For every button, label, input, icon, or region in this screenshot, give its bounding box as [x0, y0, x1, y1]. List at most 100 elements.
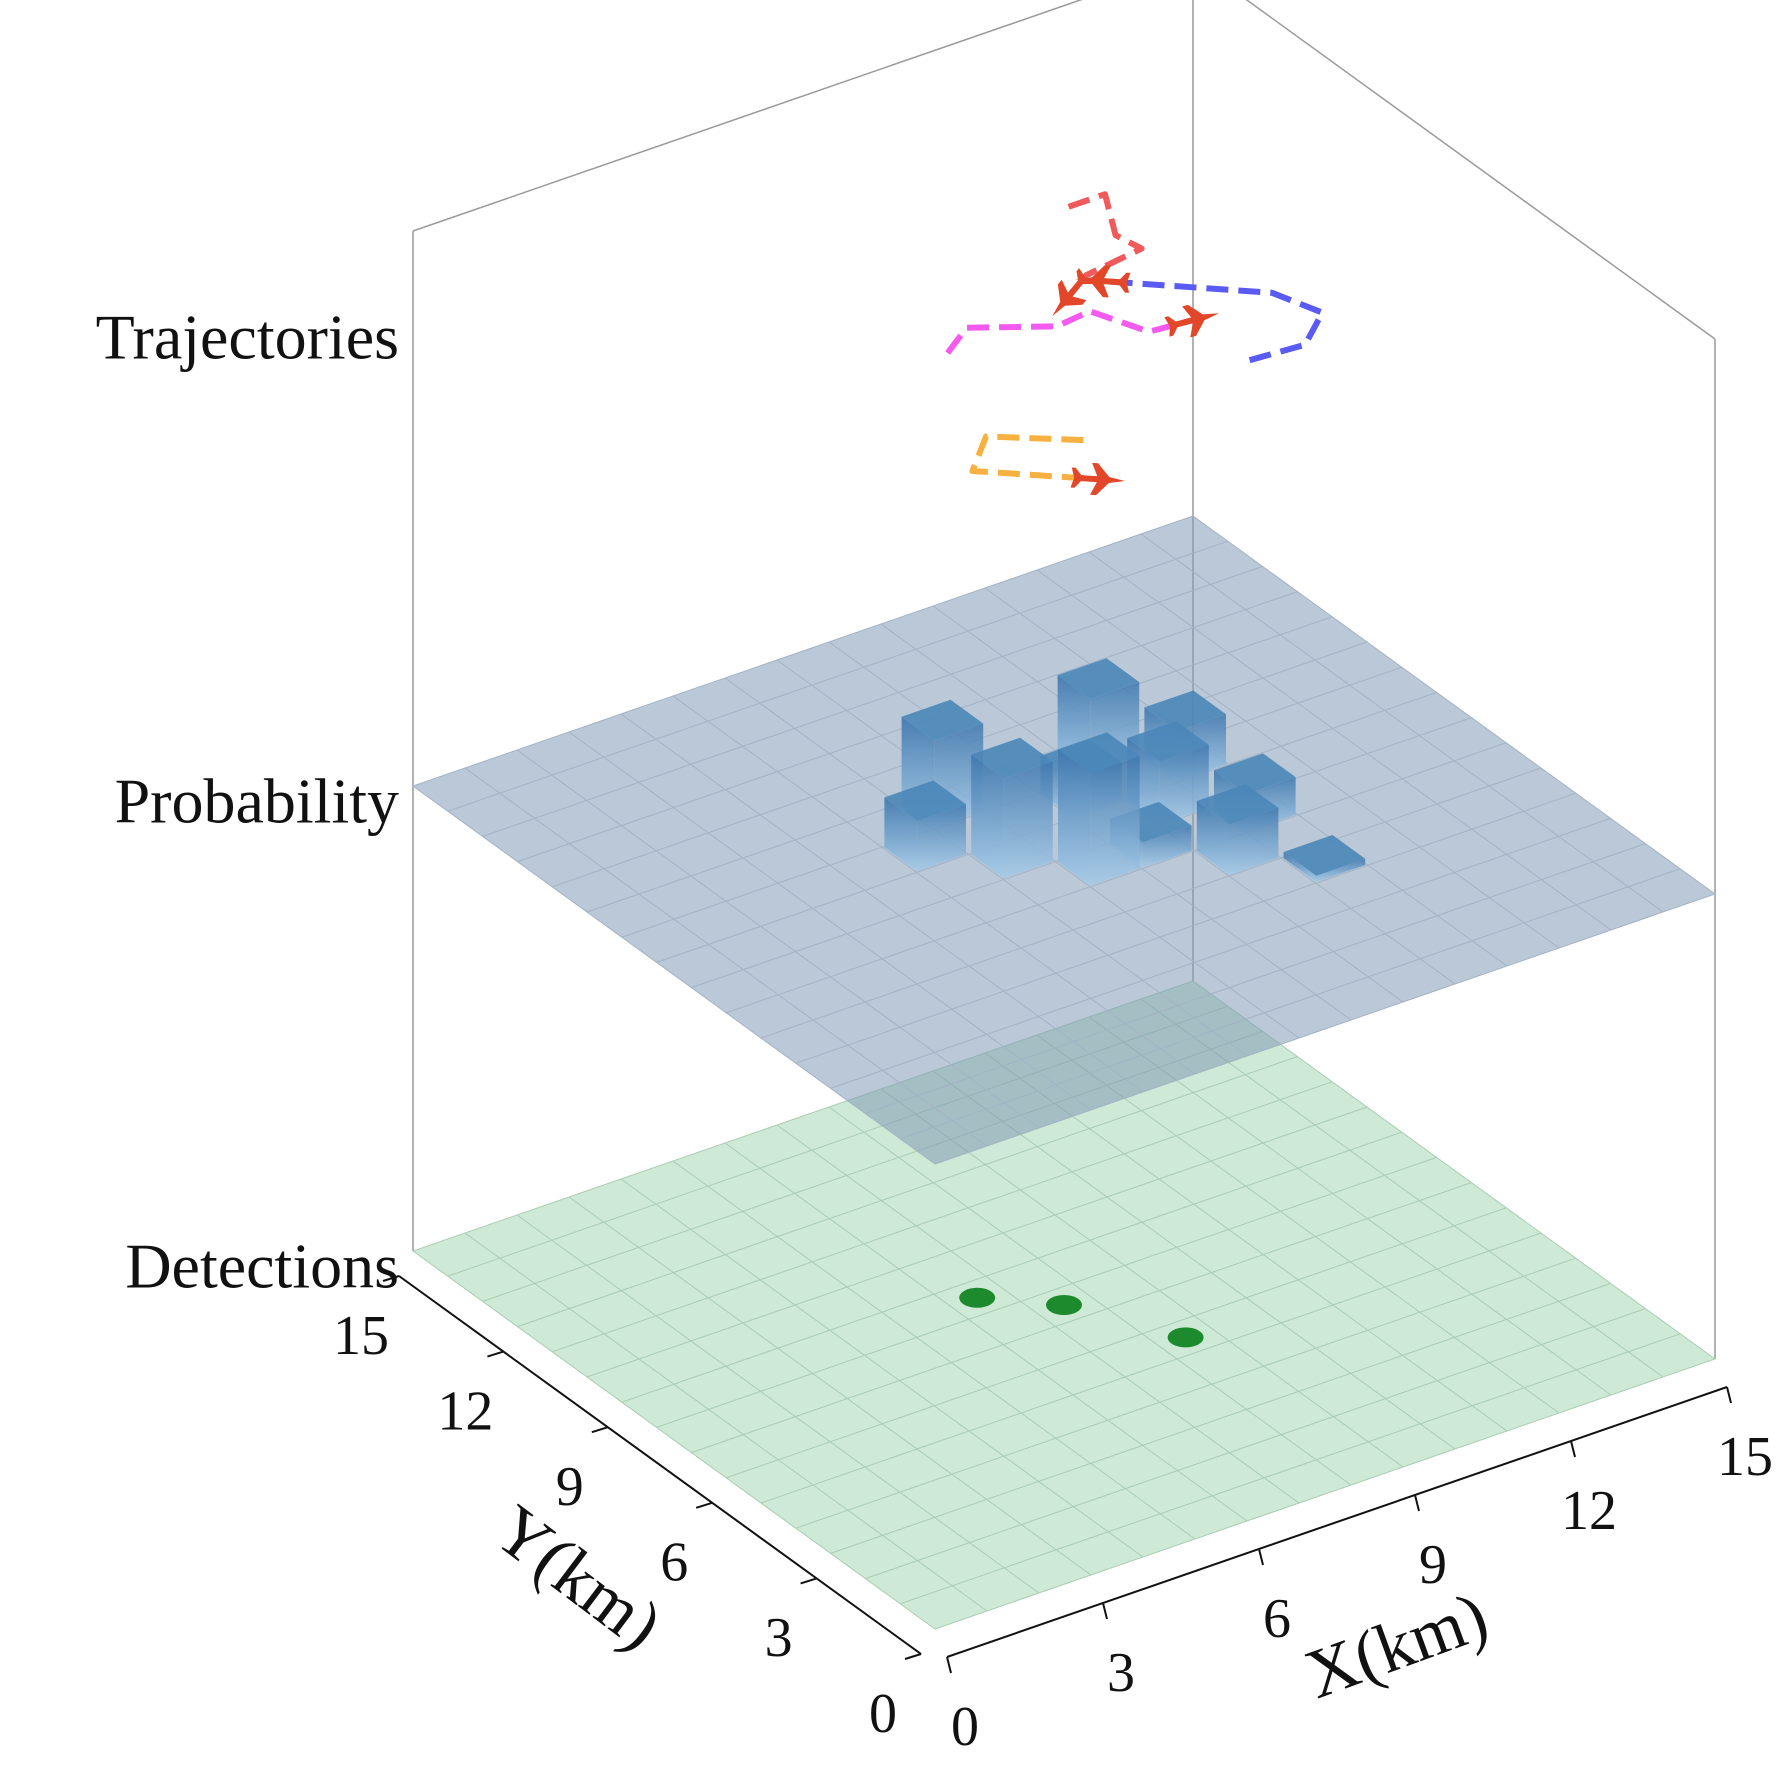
x-axis-label: X(km)	[1296, 1578, 1498, 1714]
y-tick-label: 6	[660, 1532, 688, 1594]
grid-line	[726, 742, 1507, 1014]
y-tick	[695, 1501, 713, 1509]
x-tick-label: 0	[951, 1696, 979, 1758]
y-tick-label: 9	[556, 1456, 584, 1518]
bar-top	[1058, 732, 1140, 773]
x-tick	[1414, 1494, 1420, 1512]
x-tick-label: 12	[1561, 1480, 1617, 1542]
grid-line	[900, 868, 1681, 1140]
bar-face	[884, 797, 918, 872]
grid-line	[620, 713, 1144, 1093]
x-tick-label: 15	[1717, 1426, 1773, 1488]
grid-line	[464, 1232, 988, 1612]
bar-face	[1283, 852, 1317, 882]
probability-bar	[1196, 784, 1279, 875]
detection-point	[1046, 1295, 1082, 1315]
layer-label: Detections	[125, 1231, 399, 1302]
grid-line	[586, 1106, 1368, 1378]
bar-top	[1144, 690, 1226, 732]
probability-bar	[884, 780, 966, 872]
bar-face	[1316, 858, 1366, 882]
layer-label: Trajectories	[96, 302, 399, 373]
probability-bar	[1058, 732, 1140, 886]
trajectory	[1101, 278, 1326, 364]
y-tick-label: 12	[437, 1380, 493, 1442]
grid-line	[724, 677, 1248, 1057]
layer-label: Probability	[115, 766, 399, 837]
grid-line	[672, 695, 1196, 1075]
bar-top	[1196, 784, 1279, 825]
grid-line	[568, 1196, 1092, 1576]
grid-line	[447, 540, 1228, 812]
grid-line	[760, 1232, 1542, 1504]
grid-line	[1088, 551, 1612, 931]
grid-line	[568, 731, 1092, 1111]
aircraft-icon	[1070, 462, 1126, 496]
bar-face	[1090, 756, 1140, 886]
grid-line	[900, 1333, 1681, 1605]
grid-line	[691, 1182, 1472, 1454]
y-tick	[591, 1426, 609, 1434]
grid-line	[620, 1178, 1144, 1558]
y-axis	[398, 1275, 922, 1655]
bar-face	[1058, 749, 1091, 886]
grid-line	[830, 817, 1611, 1089]
probability-bar	[1127, 721, 1209, 825]
y-tick	[487, 1350, 504, 1358]
probability-bar	[1283, 835, 1366, 882]
grid-line	[726, 1207, 1507, 1479]
bar-top	[1283, 835, 1366, 876]
bar-face	[917, 804, 966, 872]
x-tick	[946, 1656, 952, 1674]
x-tick	[1726, 1386, 1732, 1404]
y-tick	[382, 1275, 400, 1282]
grid-line	[621, 1131, 1402, 1403]
grid-line	[482, 565, 1263, 837]
trajectory	[969, 433, 1100, 483]
x-tick-label: 9	[1419, 1534, 1447, 1596]
grid-line	[656, 1156, 1437, 1428]
grid-line	[865, 1308, 1646, 1580]
grid-line	[776, 1124, 1300, 1504]
grid-line	[517, 1056, 1298, 1328]
bar-top	[901, 699, 984, 741]
grid-line	[516, 1214, 1040, 1594]
grid-line	[724, 1142, 1248, 1522]
grid-line	[1140, 533, 1664, 913]
x-tick-label: 6	[1263, 1588, 1291, 1650]
y-tick	[904, 1653, 922, 1660]
plot-area: Detections Probability Trajectories 0 3 6 9 12 1…	[96, 0, 1773, 1758]
grid-line	[828, 1106, 1352, 1486]
bar-face	[1196, 801, 1230, 875]
x-axis	[946, 1386, 1728, 1658]
box-edge	[412, 0, 1083, 232]
bar-face	[1003, 761, 1053, 879]
x-tick	[1102, 1602, 1108, 1620]
bar-top	[971, 737, 1053, 779]
bar-face	[971, 754, 1004, 879]
grid-line	[516, 749, 1040, 1129]
grid-line	[830, 1282, 1611, 1554]
x-tick-label: 3	[1107, 1642, 1135, 1704]
grid-line	[552, 1081, 1333, 1353]
detection-point	[959, 1287, 996, 1308]
bar-face	[1159, 744, 1209, 825]
y-tick-label: 15	[333, 1305, 389, 1367]
probability-bar	[971, 737, 1053, 879]
bar-top	[884, 780, 966, 822]
bar-top	[1057, 658, 1140, 699]
trajectory	[945, 308, 1195, 355]
grid-line	[464, 767, 988, 1147]
y-tick-label: 3	[765, 1607, 793, 1669]
y-tick	[800, 1577, 817, 1585]
y-tick-label: 0	[869, 1683, 897, 1745]
bar-face	[1142, 825, 1192, 868]
box-edge	[1245, 0, 1716, 340]
x-tick	[1258, 1548, 1264, 1566]
grid-line	[795, 792, 1576, 1064]
bar-top	[1127, 721, 1209, 762]
grid-line	[1036, 569, 1560, 949]
grid-line	[795, 1257, 1576, 1529]
aircraft-icon	[1075, 265, 1131, 298]
